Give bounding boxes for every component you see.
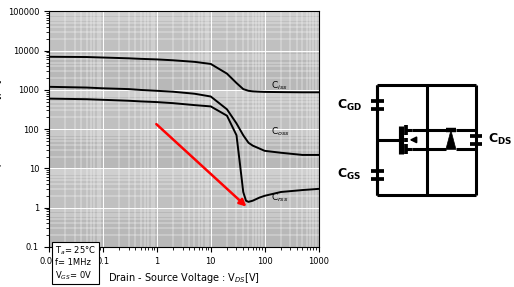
X-axis label: Drain - Source Voltage : V$_{DS}$[V]: Drain - Source Voltage : V$_{DS}$[V] [108, 271, 260, 285]
Text: T$_a$= 25°C
f= 1MHz
V$_{GS}$= 0V: T$_a$= 25°C f= 1MHz V$_{GS}$= 0V [55, 245, 96, 282]
Y-axis label: Capacitance : C [pF]: Capacitance : C [pF] [0, 79, 2, 179]
Text: C$_{oss}$: C$_{oss}$ [271, 125, 289, 137]
Text: $\mathbf{C_{GS}}$: $\mathbf{C_{GS}}$ [337, 167, 361, 182]
Bar [49, 129, 319, 168]
Text: $\mathbf{C_{DS}}$: $\mathbf{C_{DS}}$ [488, 132, 512, 148]
Bar [49, 51, 319, 90]
Text: $\mathbf{C_{GD}}$: $\mathbf{C_{GD}}$ [337, 98, 362, 113]
Bar [49, 208, 319, 247]
Text: C$_{rss}$: C$_{rss}$ [271, 192, 288, 204]
Text: C$_{iss}$: C$_{iss}$ [271, 79, 287, 92]
Polygon shape [446, 130, 456, 149]
